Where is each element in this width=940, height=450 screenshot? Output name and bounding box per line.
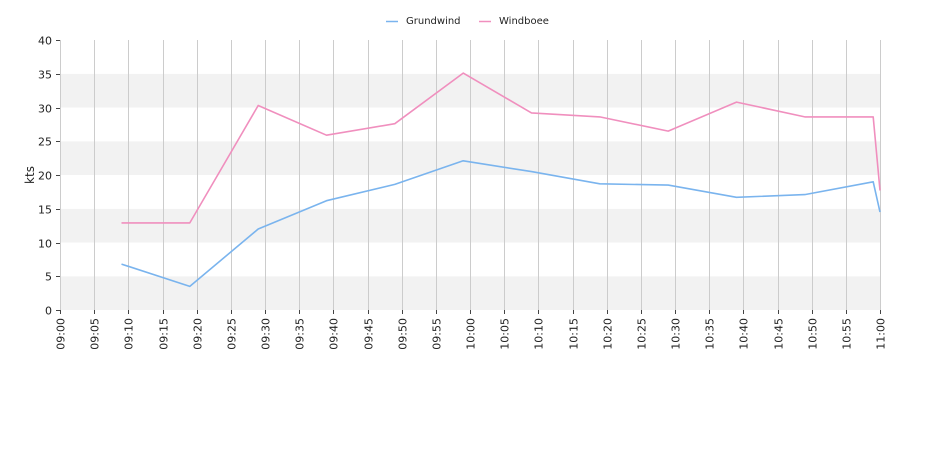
x-tick-label: 09:20 — [192, 318, 205, 350]
x-axis: 09:00 09:05 09:10 09:15 09:20 09:25 09:30 09:35… — [55, 310, 888, 350]
x-tick-label: 10:45 — [773, 318, 786, 350]
series-line-grundwind — [121, 160, 881, 288]
x-tick-label: 09:40 — [328, 318, 341, 350]
vertical-gridlines — [60, 40, 881, 310]
legend-label: Grundwind — [406, 16, 461, 27]
y-tick-label: 10 — [38, 238, 52, 251]
y-tick-label: 15 — [38, 204, 52, 217]
x-tick-label: 10:15 — [568, 318, 581, 350]
series-lines — [121, 72, 881, 288]
x-tick-label: 09:35 — [294, 318, 307, 350]
x-tick-label: 10:40 — [738, 318, 751, 350]
x-tick-label: 09:15 — [158, 318, 171, 350]
x-tick-label: 09:25 — [226, 318, 239, 350]
x-tick-label: 10:10 — [533, 318, 546, 350]
x-tick-label: 10:00 — [465, 318, 478, 350]
y-tick-label: 5 — [45, 271, 52, 284]
legend-label: Windboee — [499, 16, 549, 27]
x-tick-label: 10:25 — [636, 318, 649, 350]
x-tick-label: 10:55 — [841, 318, 854, 350]
y-tick-label: 25 — [38, 136, 52, 149]
y-tick-label: 20 — [38, 170, 52, 183]
x-tick-label: 09:45 — [363, 318, 376, 350]
x-tick-label: 10:50 — [807, 318, 820, 350]
legend: Grundwind Windboee — [386, 16, 549, 27]
y-tick-label: 30 — [38, 103, 52, 116]
x-tick-label: 10:30 — [670, 318, 683, 350]
x-tick-label: 09:00 — [55, 318, 68, 350]
x-tick-label: 09:10 — [123, 318, 136, 350]
x-tick-label: 09:55 — [431, 318, 444, 350]
x-tick-label: 10:05 — [499, 318, 512, 350]
x-tick-label: 10:35 — [704, 318, 717, 350]
x-tick-label: 09:50 — [397, 318, 410, 350]
y-tick-label: 0 — [45, 305, 52, 318]
series-line-windboee — [121, 72, 881, 224]
x-tick-label: 10:20 — [602, 318, 615, 350]
x-tick-label: 09:30 — [260, 318, 273, 350]
y-tick-label: 35 — [38, 69, 52, 82]
x-tick-label: 11:00 — [875, 318, 888, 350]
y-tick-label: 40 — [38, 35, 52, 48]
y-axis-title: kts — [23, 166, 37, 184]
x-tick-label: 09:05 — [89, 318, 102, 350]
y-axis: 0 5 10 15 20 25 30 35 40 — [38, 35, 60, 318]
